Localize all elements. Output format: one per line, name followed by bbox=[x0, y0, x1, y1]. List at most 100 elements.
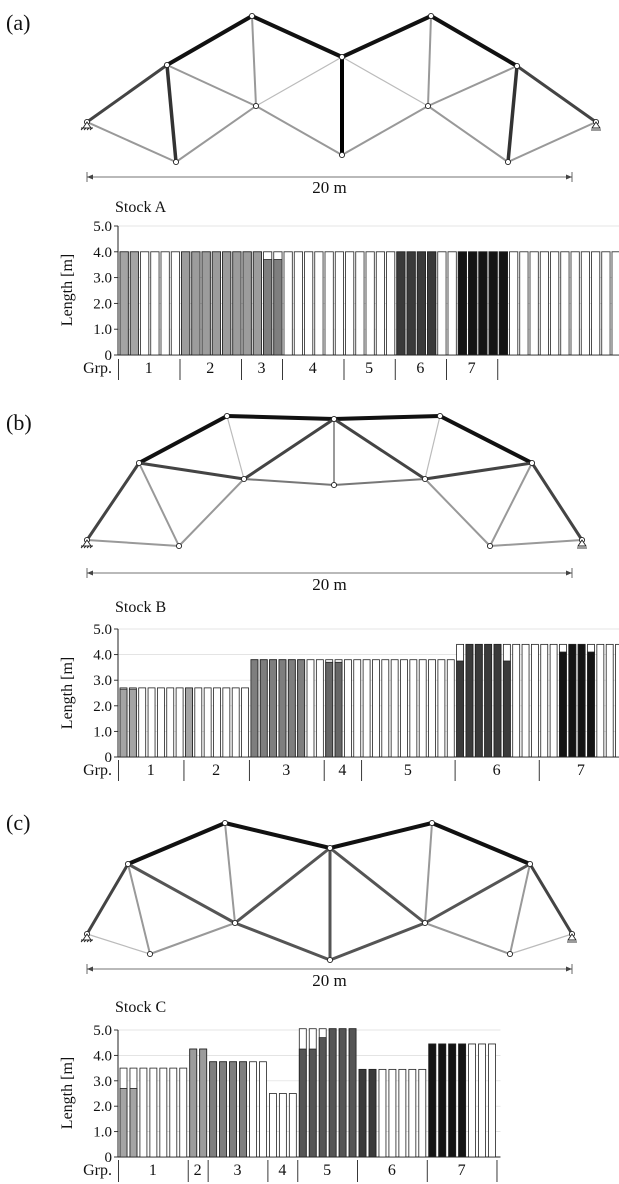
used-bar bbox=[448, 1043, 457, 1158]
stock-bar bbox=[194, 687, 203, 758]
truss-node bbox=[326, 844, 334, 852]
stock-bar bbox=[324, 251, 334, 356]
used-bar bbox=[209, 1061, 218, 1158]
roller-support-icon bbox=[567, 933, 577, 941]
truss-member bbox=[86, 933, 151, 955]
x-axis-label: Grp. bbox=[83, 762, 112, 779]
stock-bar bbox=[293, 251, 303, 356]
stock-bar bbox=[179, 1067, 188, 1158]
truss-member bbox=[515, 64, 598, 124]
truss-node bbox=[326, 956, 334, 964]
dimension-arrow-icon bbox=[566, 570, 572, 576]
truss-member bbox=[430, 821, 532, 866]
truss-member bbox=[224, 822, 236, 924]
stock-bar bbox=[601, 251, 611, 356]
stock-bar bbox=[478, 1043, 486, 1158]
truss-member bbox=[424, 478, 491, 547]
truss-member bbox=[489, 539, 583, 547]
used-bar bbox=[428, 1043, 437, 1158]
stock-bar bbox=[314, 251, 324, 356]
x-axis-label: Grp. bbox=[83, 1162, 112, 1179]
used-bar bbox=[396, 251, 406, 356]
truss-node bbox=[504, 158, 512, 166]
used-bar bbox=[325, 661, 334, 758]
stock-bar bbox=[249, 1061, 257, 1158]
group-label: 2 bbox=[194, 1162, 202, 1179]
truss-member bbox=[85, 63, 169, 124]
used-bar bbox=[334, 661, 343, 758]
group-label: 2 bbox=[206, 360, 214, 377]
truss-member bbox=[85, 461, 141, 542]
truss-member bbox=[424, 922, 511, 955]
stock-bar bbox=[231, 687, 240, 758]
truss-member bbox=[86, 121, 177, 163]
truss-node bbox=[436, 412, 444, 420]
used-bar bbox=[484, 643, 493, 758]
group-label: 4 bbox=[338, 762, 346, 779]
stock-bar bbox=[203, 687, 212, 758]
truss-member bbox=[424, 415, 441, 480]
stock-bar bbox=[138, 687, 147, 758]
group-label: 1 bbox=[145, 360, 153, 377]
truss-diagram: 20 m bbox=[80, 12, 601, 197]
stock-bar bbox=[529, 251, 539, 356]
truss-member bbox=[341, 105, 429, 156]
y-tick-label: 3.0 bbox=[93, 271, 112, 287]
truss-member bbox=[137, 461, 246, 481]
stock-bar bbox=[428, 659, 436, 758]
stock-bar bbox=[140, 251, 150, 356]
stock-bar bbox=[596, 643, 605, 758]
panel-label: (a) bbox=[6, 10, 30, 35]
stock-bar bbox=[521, 643, 530, 758]
stock-bar bbox=[175, 687, 184, 758]
panel-c: (c) 20 m Stock C 0 1.0 2.0 3.0 4.0 5.0 Length [m]… bbox=[6, 810, 577, 1182]
truss-member bbox=[233, 921, 332, 962]
used-bar bbox=[318, 1037, 327, 1158]
truss-node bbox=[486, 542, 494, 550]
stock-bar bbox=[408, 1068, 417, 1158]
used-bar bbox=[263, 259, 273, 356]
stock-bar bbox=[375, 251, 385, 356]
stock-bar bbox=[519, 251, 529, 356]
stock-bar bbox=[540, 643, 549, 758]
stock-bar bbox=[531, 643, 539, 758]
truss-node bbox=[223, 412, 231, 420]
group-label: 3 bbox=[258, 360, 266, 377]
used-bar bbox=[129, 1088, 138, 1158]
used-bar bbox=[297, 659, 306, 758]
stock-bar bbox=[446, 659, 455, 758]
used-bar bbox=[406, 251, 416, 356]
stock-bar bbox=[580, 251, 590, 356]
y-axis-label: Length [m] bbox=[59, 1057, 76, 1129]
used-bar bbox=[438, 1043, 447, 1158]
y-tick-label: 2.0 bbox=[93, 1099, 112, 1115]
used-bar bbox=[348, 1028, 357, 1158]
stock-bar bbox=[345, 251, 355, 356]
used-bar bbox=[185, 687, 193, 758]
truss-node bbox=[338, 53, 346, 61]
used-bar bbox=[298, 1048, 307, 1158]
stock-bar bbox=[355, 251, 365, 356]
used-bar bbox=[328, 1028, 337, 1158]
dimension-arrow-icon bbox=[87, 966, 93, 972]
truss-member bbox=[250, 14, 344, 59]
used-bar bbox=[222, 251, 232, 356]
used-bar bbox=[259, 659, 268, 758]
truss-member bbox=[424, 822, 433, 924]
used-bar bbox=[559, 651, 567, 758]
stock-bar bbox=[149, 1067, 158, 1158]
used-bar bbox=[493, 643, 502, 758]
used-bar bbox=[468, 251, 478, 356]
stock-bar bbox=[409, 659, 418, 758]
truss-member bbox=[509, 863, 531, 955]
truss-member bbox=[226, 415, 245, 480]
truss-member bbox=[149, 922, 236, 955]
y-tick-label: 5.0 bbox=[93, 219, 112, 235]
group-label: 3 bbox=[282, 762, 290, 779]
truss-node bbox=[526, 860, 534, 868]
stock-bar bbox=[512, 643, 521, 758]
span-label: 20 m bbox=[312, 971, 346, 990]
stock-bar bbox=[418, 1068, 427, 1158]
truss-member bbox=[489, 462, 533, 547]
